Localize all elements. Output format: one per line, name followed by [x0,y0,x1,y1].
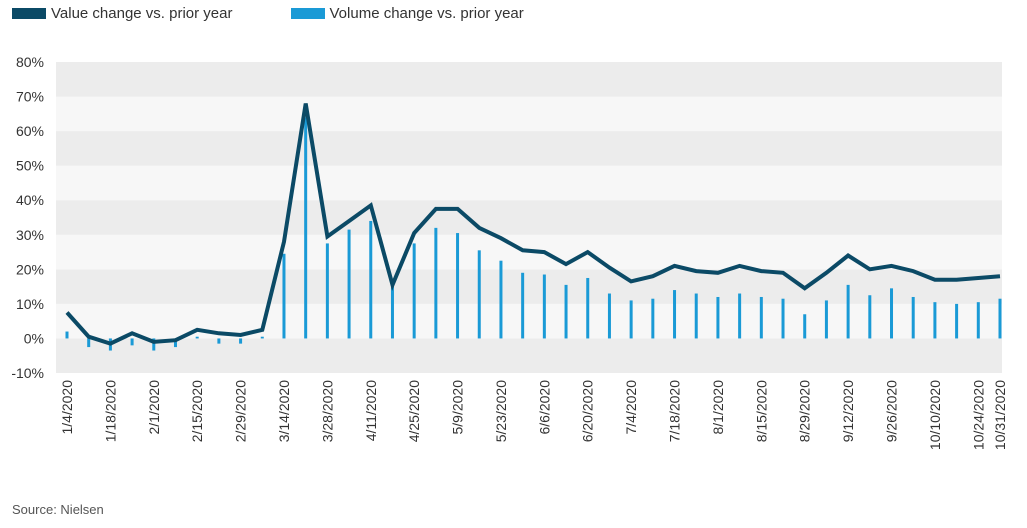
volume-bar [564,284,568,339]
grid-band [56,303,1002,339]
grid-band [56,62,1002,97]
chart-plot: -10%0%10%20%30%40%50%60%70%80% 1/4/2020 1… [11,54,1008,450]
volume-bar [759,296,763,339]
volume-bar [347,229,351,339]
y-tick-label: 20% [16,261,44,277]
x-tick-label: 3/14/2020 [276,380,292,442]
x-tick-label: 4/11/2020 [363,380,379,441]
volume-bar [152,338,156,351]
volume-bar [868,295,872,339]
legend-label-value: Value change vs. prior year [51,4,233,22]
grid-band [56,131,1002,166]
value-line-group [65,103,1001,346]
value-line [65,103,1001,346]
volume-bar [304,117,308,339]
y-tick-label: 0% [24,330,44,346]
volume-bar [412,243,416,339]
grid-band [56,200,1002,235]
x-tick-label: 9/12/2020 [840,380,856,442]
volume-bar [217,338,221,344]
volume-bar [390,283,394,339]
x-tick-label: 10/24/2020 [970,380,986,450]
volume-bar [542,274,546,339]
y-tick-label: 50% [16,158,44,174]
volume-bar [803,314,807,339]
x-tick-label: 6/6/2020 [536,380,552,435]
x-tick-label: 2/15/2020 [189,380,205,442]
x-tick-label: 8/15/2020 [753,380,769,442]
x-tick-label: 2/29/2020 [233,380,249,442]
x-tick-label: 10/31/2020 [992,380,1008,450]
volume-bar [369,220,373,339]
volume-bar [239,338,243,344]
y-tick-label: 30% [16,227,44,243]
grid-band [56,165,1002,201]
volume-bar [195,336,199,339]
volume-bar [130,338,134,346]
x-tick-label: 6/20/2020 [580,380,596,442]
volume-bar [434,227,438,339]
volume-bar [955,303,959,339]
y-axis-tick-labels: -10% 0% 10% 20% 30% 40% 50% 60% 70% 80% [11,54,44,381]
chart-legend: Value change vs. prior year Volume chang… [12,2,582,24]
x-tick-label: 7/4/2020 [623,380,639,435]
volume-bar [477,250,481,339]
volume-bar [890,288,894,339]
x-tick-label: 8/1/2020 [710,380,726,435]
x-axis-tick-labels: 1/4/2020 1/18/2020 2/1/2020 2/15/2020 2/29/2… [59,380,1008,450]
x-tick-label: 1/4/2020 [59,380,75,435]
x-tick-label: 10/10/2020 [927,380,943,450]
volume-bar [65,331,69,339]
volume-bar [673,290,677,339]
y-tick-label: 40% [16,192,44,208]
x-tick-label: 5/23/2020 [493,380,509,442]
volume-bar [607,293,611,339]
y-tick-label: 80% [16,54,44,70]
x-tick-label: 3/28/2020 [319,380,335,442]
volume-bar [694,293,698,339]
x-tick-label: 7/18/2020 [667,380,683,442]
x-tick-label: 2/1/2020 [146,380,162,435]
volume-bar [651,298,655,339]
volume-bar [173,338,177,348]
volume-bar [911,296,915,339]
volume-bar [499,260,503,339]
volume-bar [846,284,850,339]
volume-bar [521,272,525,339]
x-tick-label: 5/9/2020 [450,380,466,435]
y-tick-label: 70% [16,89,44,105]
grid-band [56,338,1002,373]
grid-bands [56,62,1002,373]
legend-label-volume: Volume change vs. prior year [329,4,524,22]
grid-band [56,96,1002,132]
x-tick-label: 9/26/2020 [884,380,900,442]
volume-bars [65,117,1002,351]
volume-bar [260,336,264,339]
legend-swatch-value [12,7,46,19]
volume-bar [824,300,828,339]
volume-bar [781,298,785,339]
volume-bar [716,296,720,339]
grid-band [56,269,1002,304]
volume-bar [87,338,91,348]
legend-item-value: Value change vs. prior year [12,5,233,22]
volume-bar [976,302,980,339]
x-tick-label: 1/18/2020 [102,380,118,442]
volume-bar [282,253,286,339]
x-tick-label: 8/29/2020 [797,380,813,442]
y-tick-label: 10% [16,296,44,312]
volume-bar [738,293,742,339]
legend-item-volume: Volume change vs. prior year [290,4,524,22]
y-tick-label: -10% [11,365,44,381]
legend-swatch-volume [290,7,325,19]
volume-bar [933,302,937,339]
volume-bar [325,243,329,339]
source-note: Source: Nielsen [12,502,104,517]
volume-bar [456,233,460,339]
volume-bar [586,277,590,339]
x-tick-label: 4/25/2020 [406,380,422,442]
y-tick-label: 60% [16,123,44,139]
volume-bar [629,300,633,339]
volume-bar [998,298,1002,339]
